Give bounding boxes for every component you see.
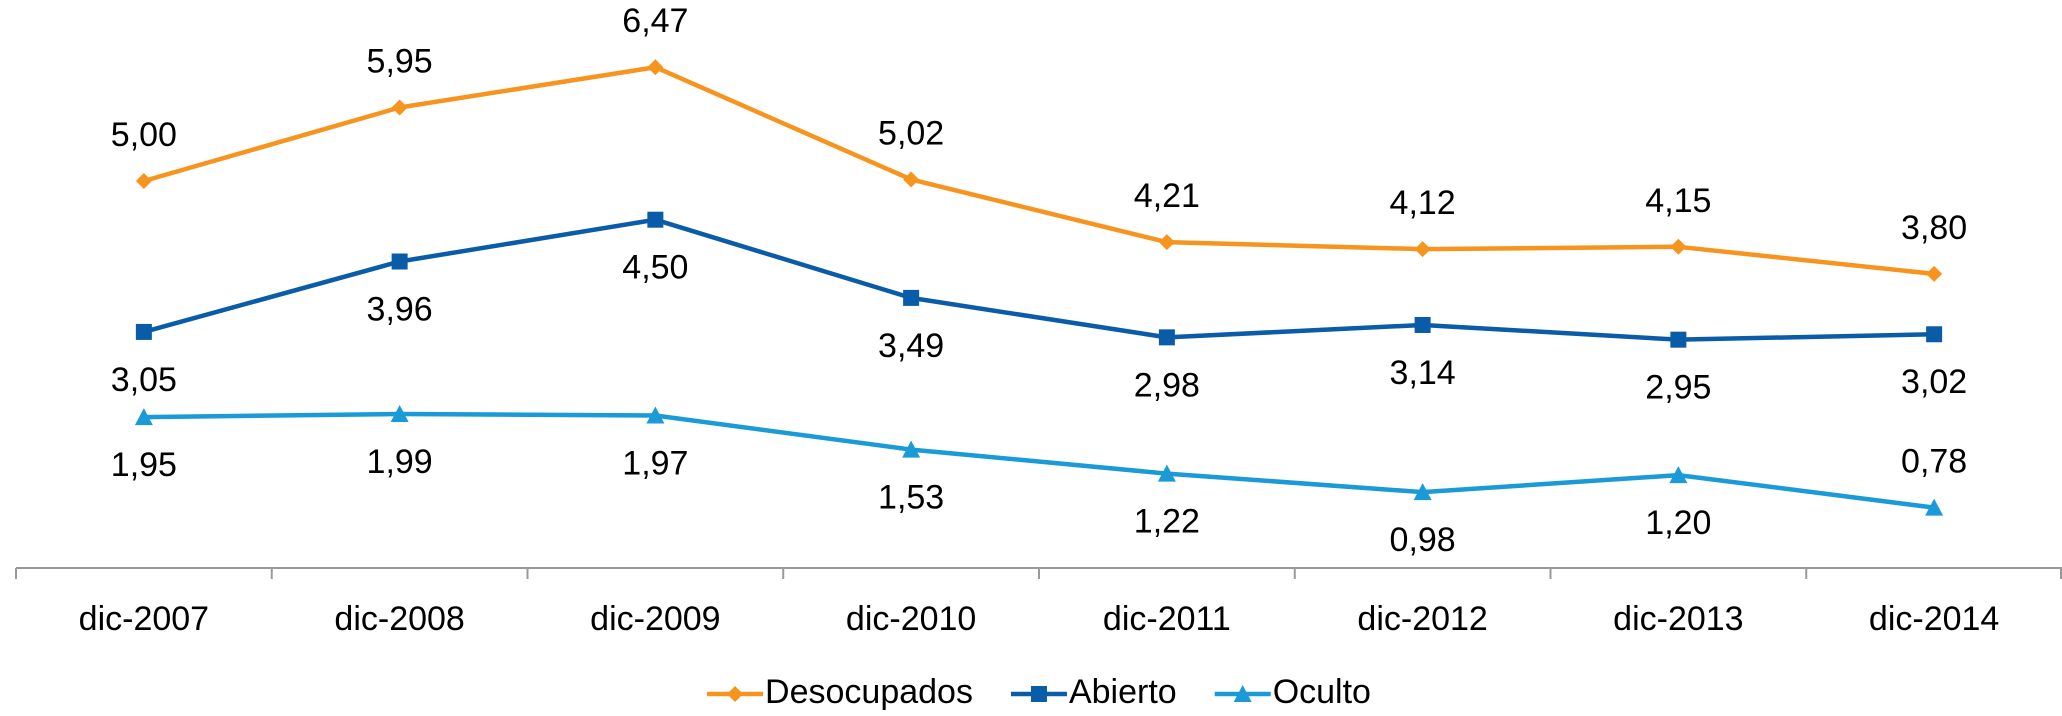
marker (902, 440, 921, 458)
marker (1157, 464, 1176, 482)
series-line (143, 217, 1935, 342)
x-tick-label: dic-2008 (334, 600, 464, 638)
x-tick-label: dic-2011 (1103, 600, 1231, 638)
marker (727, 686, 744, 702)
marker (1414, 241, 1431, 258)
marker (1158, 329, 1175, 346)
marker (1926, 265, 1943, 282)
data-label: 1,95 (111, 446, 177, 484)
x-tick-label: dic-2013 (1613, 600, 1743, 638)
data-label: 3,14 (1390, 354, 1456, 392)
x-tick-label: dic-2012 (1357, 600, 1487, 638)
x-tick-label: dic-2010 (846, 600, 976, 638)
marker (646, 406, 665, 424)
marker (134, 408, 153, 426)
marker (1669, 466, 1688, 484)
data-label: 4,15 (1645, 182, 1711, 220)
series-line (143, 411, 1935, 510)
data-label: 4,12 (1390, 184, 1456, 222)
marker (1926, 326, 1943, 343)
marker (135, 323, 152, 340)
data-label: 3,02 (1901, 363, 1967, 401)
marker (647, 59, 664, 76)
marker (135, 173, 152, 190)
marker (390, 404, 409, 422)
marker (903, 171, 920, 188)
legend-item: Abierto (1010, 673, 1177, 711)
data-label: 2,95 (1645, 369, 1711, 407)
marker (1670, 238, 1687, 255)
marker (1413, 483, 1432, 501)
marker (1158, 234, 1175, 251)
data-label: 1,97 (622, 445, 688, 483)
data-label: 0,78 (1901, 443, 1967, 481)
legend-item: Desocupados (707, 673, 973, 711)
marker (1414, 316, 1431, 333)
data-label: 5,95 (367, 42, 433, 80)
plot-area: dic-2007 dic-2008 dic-2009 dic-2010 dic-2011… (15, 2, 2062, 638)
data-label: 3,80 (1901, 209, 1967, 247)
marker (1670, 331, 1687, 348)
x-tick-label: dic-2009 (590, 600, 720, 638)
series-line (143, 64, 1935, 277)
data-label: 1,22 (1134, 503, 1200, 541)
marker (1030, 686, 1047, 702)
data-label: 3,05 (111, 361, 177, 399)
x-tick-label: dic-2007 (79, 600, 209, 638)
data-label: 1,99 (367, 443, 433, 481)
legend-label: Oculto (1273, 673, 1371, 711)
data-label: 6,47 (622, 2, 688, 40)
marker (391, 99, 408, 116)
legend-label: Abierto (1069, 673, 1177, 711)
data-label: 1,53 (878, 479, 944, 517)
data-label: 3,96 (367, 290, 433, 328)
legend-item: Oculto (1214, 673, 1371, 711)
marker (1233, 685, 1252, 702)
marker (903, 289, 920, 306)
legend-label: Desocupados (765, 673, 973, 711)
data-label: 4,50 (622, 249, 688, 287)
data-label: 0,98 (1390, 521, 1456, 559)
data-label: 1,20 (1645, 504, 1711, 542)
data-label: 4,21 (1134, 177, 1200, 215)
x-tick-label: dic-2014 (1869, 600, 1999, 638)
data-label: 3,49 (878, 327, 944, 365)
marker (1925, 498, 1944, 516)
data-label: 5,00 (111, 116, 177, 154)
legend: Desocupados Abierto Oculto (707, 673, 1371, 711)
marker (647, 211, 664, 228)
data-label: 5,02 (878, 114, 944, 152)
data-label: 2,98 (1134, 366, 1200, 404)
marker (391, 253, 408, 270)
